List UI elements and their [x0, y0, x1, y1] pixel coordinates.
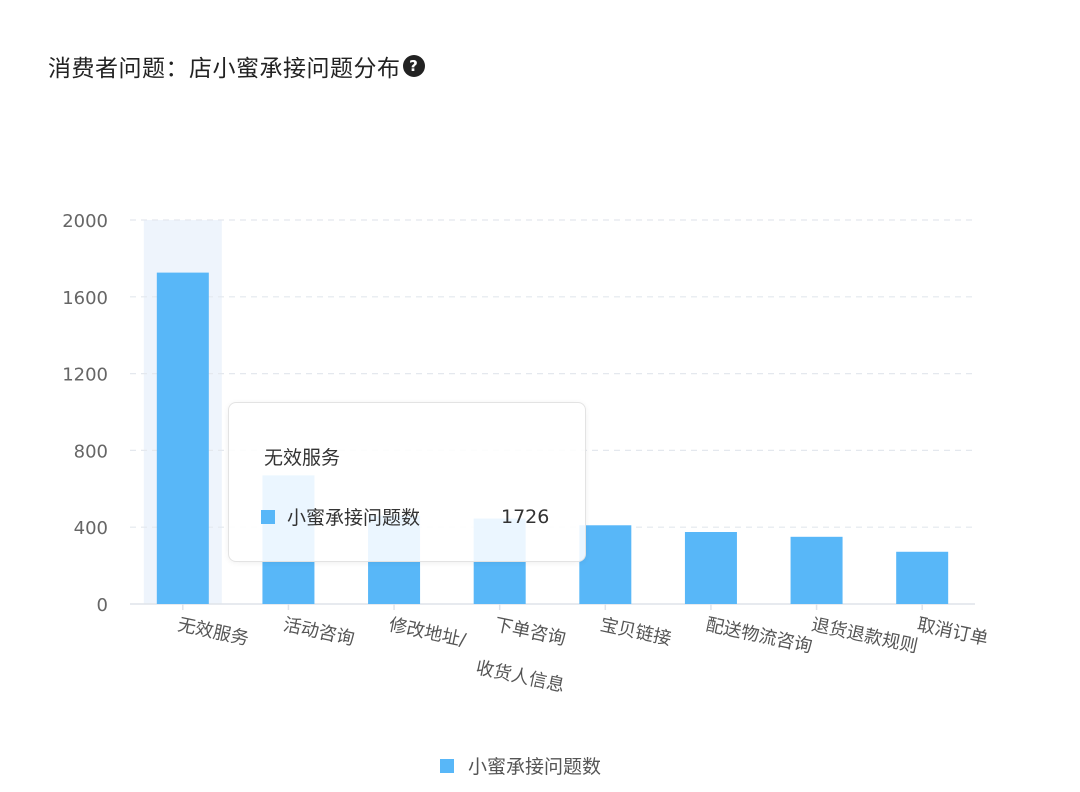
- bar: [156, 272, 209, 604]
- legend-label: 小蜜承接问题数: [468, 756, 602, 778]
- tooltip-series-row: 小蜜承接问题数 1726: [261, 503, 549, 530]
- tooltip-series-value: 1726: [501, 505, 550, 528]
- y-tick-label: 800: [74, 441, 108, 462]
- bar: [684, 532, 737, 604]
- x-category-label: 活动咨询: [281, 614, 356, 650]
- question-circle-icon[interactable]: ?: [402, 55, 425, 77]
- y-tick-label: 2000: [62, 211, 108, 232]
- legend-swatch: [440, 758, 454, 773]
- x-category-label: 取消订单: [915, 614, 990, 650]
- x-category-label: 下单咨询: [493, 614, 568, 650]
- chart-title: 消费者问题：店小蜜承接问题分布: [48, 56, 401, 82]
- tooltip-series-swatch: [261, 509, 275, 524]
- y-tick-label: 0: [97, 595, 108, 616]
- y-tick-label: 400: [74, 518, 108, 539]
- chart-tooltip: 无效服务 小蜜承接问题数 1726: [228, 402, 586, 562]
- x-category-label: 宝贝链接: [598, 614, 673, 650]
- tooltip-title: 无效服务: [264, 447, 341, 469]
- x-category-label: 配送物流咨询: [704, 614, 814, 657]
- bar: [896, 551, 949, 604]
- bar: [790, 536, 843, 604]
- y-tick-label: 1600: [62, 288, 108, 309]
- y-tick-label: 1200: [62, 365, 108, 386]
- tooltip-series-name: 小蜜承接问题数: [287, 507, 421, 529]
- x-category-label: 无效服务: [176, 614, 251, 650]
- chart-header: 消费者问题：店小蜜承接问题分布 ?: [48, 46, 425, 86]
- chart-legend[interactable]: 小蜜承接问题数: [440, 752, 601, 779]
- x-category-label: 退货退款规则: [810, 614, 920, 657]
- bar: [579, 525, 632, 604]
